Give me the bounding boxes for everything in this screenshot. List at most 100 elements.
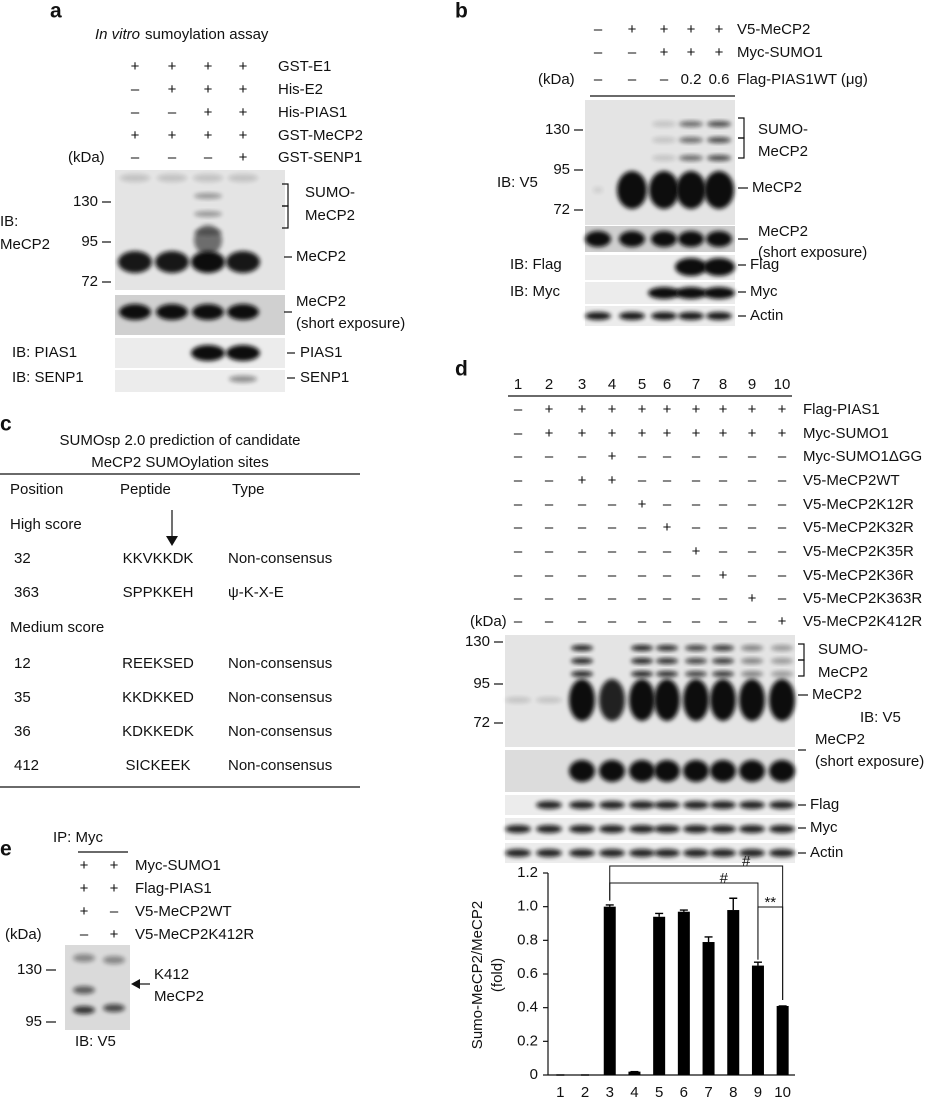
band [227, 304, 259, 320]
band [706, 312, 732, 320]
band [769, 801, 795, 809]
lane-number: 3 [578, 376, 586, 393]
sign: + [80, 903, 89, 920]
band [569, 825, 595, 833]
sign: – [628, 44, 637, 61]
panel-letter: c [0, 413, 12, 436]
bracket [282, 205, 289, 229]
sign: – [545, 496, 554, 513]
y-axis-label-line: (fold) [489, 958, 506, 992]
side-label: (short exposure) [758, 244, 867, 261]
side-label: Flag [810, 796, 839, 813]
sign: + [663, 425, 672, 442]
band [651, 312, 677, 320]
band [675, 258, 707, 276]
sign: + [608, 448, 617, 465]
sign: – [638, 543, 647, 560]
sign: – [719, 543, 728, 560]
sign: – [719, 613, 728, 630]
band [707, 155, 731, 161]
sign: + [748, 401, 757, 418]
band [631, 645, 653, 651]
band [619, 231, 645, 247]
sign: – [80, 926, 89, 943]
ib-label: IB: PIAS1 [12, 344, 77, 361]
sign: – [663, 590, 672, 607]
sign: + [692, 425, 701, 442]
sign: – [545, 448, 554, 465]
x-tick-label: 7 [704, 1084, 712, 1101]
sign: – [110, 903, 119, 920]
sign: – [663, 472, 672, 489]
lane-number: 4 [608, 376, 616, 393]
band [505, 697, 531, 703]
sign: + [204, 104, 213, 121]
row-label: Flag-PIAS1 [803, 401, 880, 418]
sign: + [131, 127, 140, 144]
sign: – [748, 543, 757, 560]
position: 35 [14, 689, 31, 706]
band [599, 825, 625, 833]
band [706, 231, 732, 247]
band [226, 251, 260, 273]
band [656, 671, 678, 677]
sign: – [778, 472, 787, 489]
band [629, 825, 655, 833]
band [229, 375, 257, 383]
peptide: SPPKKEH [123, 584, 194, 601]
sign: + [660, 21, 669, 38]
type: Non-consensus [228, 723, 332, 740]
sign: – [608, 496, 617, 513]
type: ψ-K-X-E [228, 584, 284, 601]
side-label: SENP1 [300, 369, 349, 386]
mw: 72 [81, 273, 98, 290]
sign: – [663, 543, 672, 560]
sign: + [204, 81, 213, 98]
side-label: Actin [810, 844, 843, 861]
ib-label: IB: Flag [510, 256, 562, 273]
peptide: KDKKEDK [122, 723, 194, 740]
side-label: Myc [750, 283, 778, 300]
row-label: Myc-SUMO1 [803, 425, 889, 442]
band [629, 679, 655, 721]
band [771, 645, 793, 651]
sig-annotation: # [720, 870, 729, 887]
lane-number: 5 [638, 376, 646, 393]
band [194, 225, 222, 255]
band [739, 801, 765, 809]
sign: – [748, 613, 757, 630]
sign: – [514, 543, 523, 560]
band [739, 760, 765, 782]
row-label: Myc-SUMO1ΔGG [803, 448, 922, 465]
sign: + [715, 21, 724, 38]
type: Non-consensus [228, 550, 332, 567]
error-bar [655, 912, 664, 917]
blot [115, 370, 285, 392]
sign: – [578, 543, 587, 560]
lane-number: 7 [692, 376, 700, 393]
panel-letter: b [455, 0, 468, 23]
row-label: V5-MeCP2WT [135, 903, 232, 920]
row-label: V5-MeCP2K363R [803, 590, 922, 607]
bar [702, 942, 715, 1075]
sign: + [545, 425, 554, 442]
position: 36 [14, 723, 31, 740]
sign: + [110, 857, 119, 874]
sign: – [719, 448, 728, 465]
sign: + [663, 401, 672, 418]
y-tick-label: 1.0 [517, 898, 538, 915]
side-label: Actin [750, 307, 783, 324]
row-label: Flag-PIAS1 [135, 880, 212, 897]
band [769, 760, 795, 782]
bar [751, 965, 764, 1075]
side-label: MeCP2 [758, 143, 808, 160]
sign: – [578, 567, 587, 584]
lane-number: 8 [719, 376, 727, 393]
sign: – [578, 448, 587, 465]
title-italic: In vitro [95, 26, 140, 43]
band [194, 193, 222, 199]
sig-bracket [757, 906, 784, 1000]
sign: – [638, 519, 647, 536]
